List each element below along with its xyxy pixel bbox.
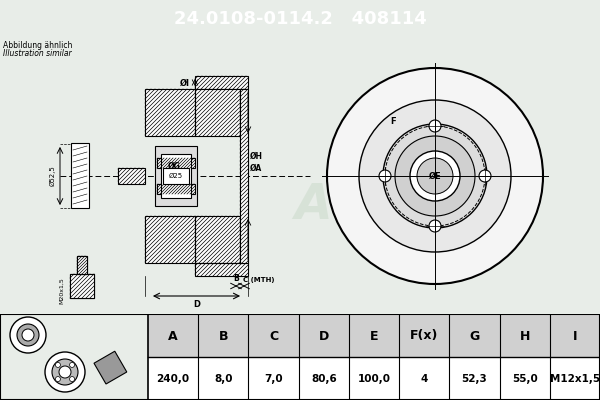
Circle shape xyxy=(22,329,34,341)
Text: ØE: ØE xyxy=(428,172,442,180)
Text: Illustration similar: Illustration similar xyxy=(3,49,71,58)
Text: 55,0: 55,0 xyxy=(512,374,538,384)
Text: E: E xyxy=(370,330,378,342)
Bar xyxy=(195,76,248,89)
Text: 8,0: 8,0 xyxy=(214,374,233,384)
Circle shape xyxy=(383,124,487,228)
Circle shape xyxy=(17,324,39,346)
Text: ØH: ØH xyxy=(250,152,263,160)
Text: H: H xyxy=(520,330,530,342)
Bar xyxy=(148,314,600,357)
Circle shape xyxy=(429,220,441,232)
Bar xyxy=(195,216,240,263)
Text: 240,0: 240,0 xyxy=(157,374,190,384)
Bar xyxy=(145,89,195,136)
Text: ØG: ØG xyxy=(167,162,181,170)
Bar xyxy=(70,274,94,298)
Text: 80,6: 80,6 xyxy=(311,374,337,384)
Bar xyxy=(157,184,195,194)
Circle shape xyxy=(45,352,85,392)
Text: B: B xyxy=(233,274,239,283)
Text: ØA: ØA xyxy=(250,164,262,172)
Bar xyxy=(145,216,195,263)
Text: Ø25: Ø25 xyxy=(169,173,183,179)
Circle shape xyxy=(379,170,391,182)
Text: A: A xyxy=(168,330,178,342)
Bar xyxy=(163,168,189,184)
Text: 100,0: 100,0 xyxy=(358,374,391,384)
Circle shape xyxy=(359,100,511,252)
Circle shape xyxy=(59,366,71,378)
Text: D: D xyxy=(319,330,329,342)
Text: Abbildung ähnlich: Abbildung ähnlich xyxy=(3,41,73,50)
Bar xyxy=(157,158,195,168)
Text: 52,3: 52,3 xyxy=(461,374,487,384)
Bar xyxy=(77,256,87,274)
Text: G: G xyxy=(469,330,479,342)
Circle shape xyxy=(395,136,475,216)
Text: F(x): F(x) xyxy=(410,330,439,342)
Text: D: D xyxy=(193,300,200,309)
Text: Ate: Ate xyxy=(295,180,386,228)
Bar xyxy=(71,143,89,208)
Text: I: I xyxy=(572,330,577,342)
Text: Ø52,5: Ø52,5 xyxy=(50,166,56,186)
Bar xyxy=(94,351,127,384)
Circle shape xyxy=(70,376,74,382)
Text: 4: 4 xyxy=(421,374,428,384)
Text: 7,0: 7,0 xyxy=(264,374,283,384)
Circle shape xyxy=(410,151,460,201)
Bar xyxy=(0,314,148,400)
Circle shape xyxy=(417,158,453,194)
Bar xyxy=(155,146,197,206)
Circle shape xyxy=(70,362,74,368)
Text: F: F xyxy=(390,116,395,126)
Text: 24.0108-0114.2   408114: 24.0108-0114.2 408114 xyxy=(173,10,427,28)
Text: M20x1,5: M20x1,5 xyxy=(59,278,64,304)
Text: C: C xyxy=(269,330,278,342)
Bar xyxy=(77,256,87,274)
Bar xyxy=(0,314,600,400)
Circle shape xyxy=(55,362,61,368)
Text: C (MTH): C (MTH) xyxy=(243,277,275,283)
Circle shape xyxy=(327,68,543,284)
Bar xyxy=(195,89,240,136)
Bar xyxy=(70,274,94,298)
Bar xyxy=(240,89,248,263)
Text: B: B xyxy=(218,330,228,342)
Circle shape xyxy=(52,359,78,385)
Circle shape xyxy=(10,317,46,353)
Circle shape xyxy=(479,170,491,182)
Circle shape xyxy=(429,120,441,132)
Text: M12x1,5: M12x1,5 xyxy=(550,374,600,384)
Bar xyxy=(118,168,145,184)
Text: ØI: ØI xyxy=(180,78,190,88)
Bar xyxy=(195,263,248,276)
Circle shape xyxy=(55,376,61,382)
Bar xyxy=(161,154,191,198)
